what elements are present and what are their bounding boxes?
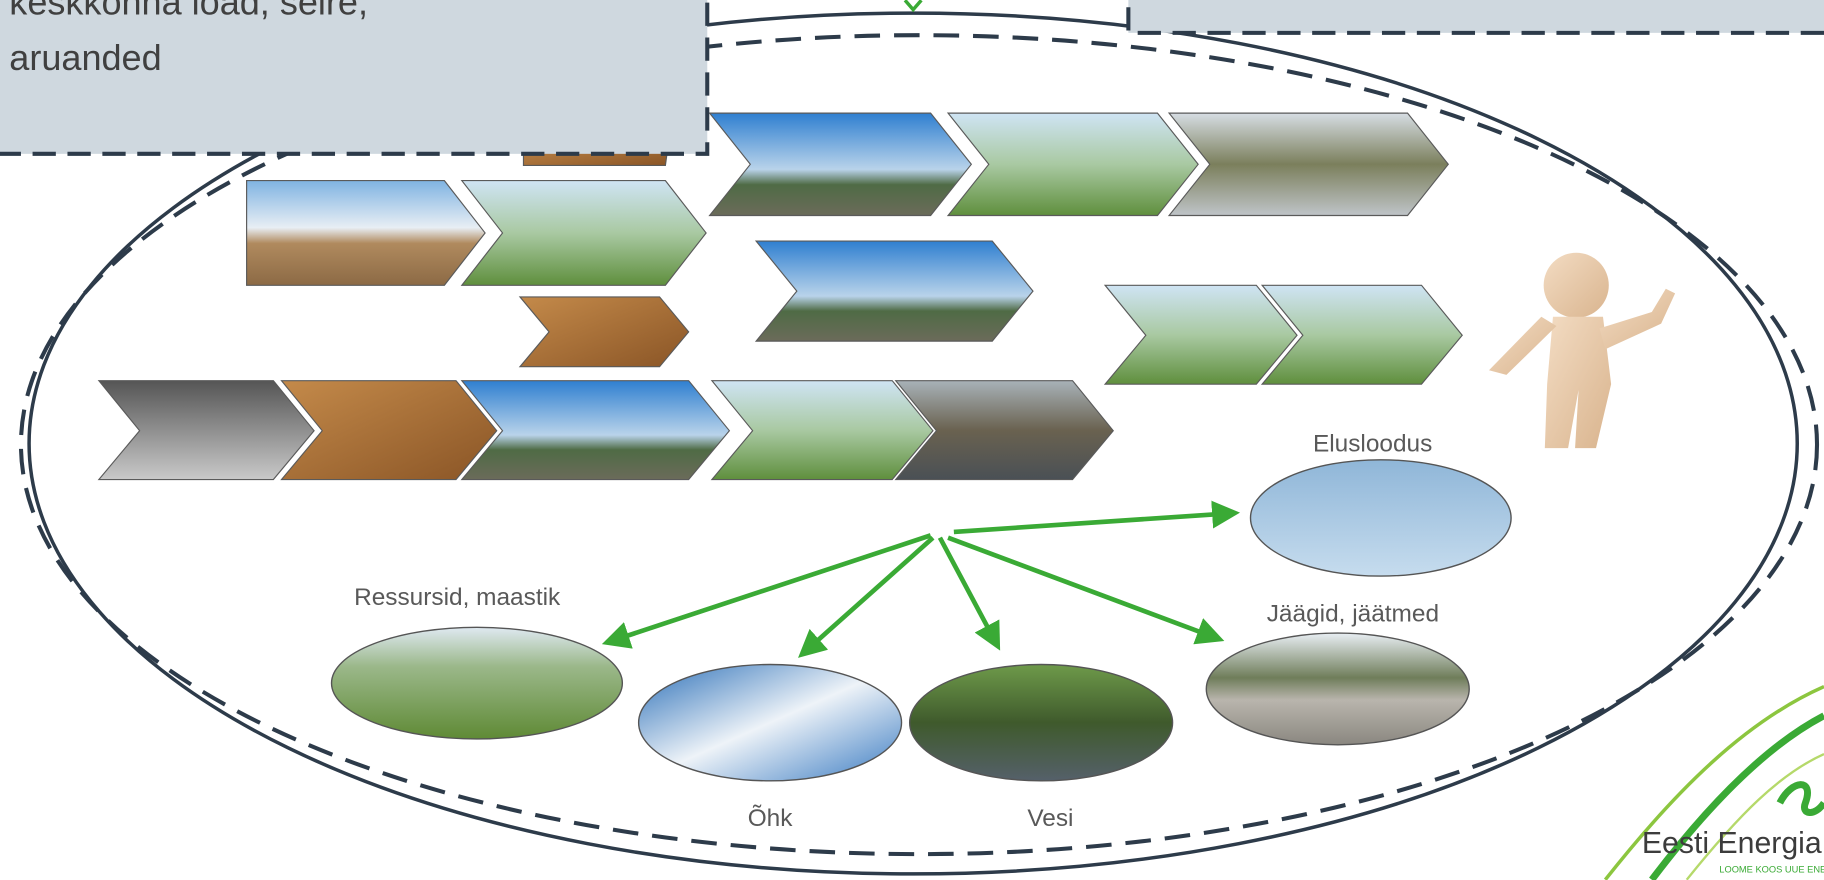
label: Ressursid, maastik bbox=[354, 584, 561, 611]
photo bbox=[710, 380, 934, 481]
photo bbox=[894, 380, 1114, 481]
info-box bbox=[0, 0, 710, 156]
boundary-dashed bbox=[18, 33, 1820, 857]
boundary-solid bbox=[27, 11, 1799, 876]
label: Jäägid, jäätmed bbox=[1267, 600, 1439, 627]
logo-name: Eesti Energia bbox=[1642, 827, 1822, 860]
logo: Eesti Energia LOOME KOOS UUE ENERGIA bbox=[1603, 685, 1824, 880]
photo bbox=[1260, 284, 1463, 385]
arrow bbox=[903, 0, 923, 13]
photo-residues bbox=[1205, 632, 1470, 746]
photo bbox=[946, 112, 1199, 217]
photo bbox=[518, 296, 690, 368]
photo bbox=[460, 180, 707, 286]
info-line: aruanded bbox=[9, 37, 161, 78]
impact-arrows bbox=[601, 500, 1241, 658]
process-chain bbox=[97, 112, 1463, 481]
photo-wildlife bbox=[1249, 459, 1512, 577]
label: Õhk bbox=[748, 804, 794, 832]
person-figure bbox=[1488, 252, 1676, 449]
label: Elusloodus bbox=[1313, 431, 1432, 458]
photo-water bbox=[908, 663, 1174, 782]
photo bbox=[280, 380, 498, 481]
info-box bbox=[1126, 0, 1824, 35]
photo bbox=[754, 240, 1034, 342]
photo bbox=[1103, 284, 1298, 385]
photo bbox=[708, 112, 973, 217]
info-line: keskkonna load, seire, bbox=[9, 0, 368, 22]
logo-slogan: LOOME KOOS UUE ENERGIA bbox=[1719, 865, 1824, 875]
photo-air bbox=[637, 663, 903, 782]
photo bbox=[97, 380, 315, 481]
photo-resources bbox=[330, 626, 624, 740]
photo bbox=[1167, 112, 1450, 217]
label: Vesi bbox=[1027, 805, 1073, 832]
photo bbox=[460, 380, 731, 481]
photo bbox=[246, 180, 486, 286]
